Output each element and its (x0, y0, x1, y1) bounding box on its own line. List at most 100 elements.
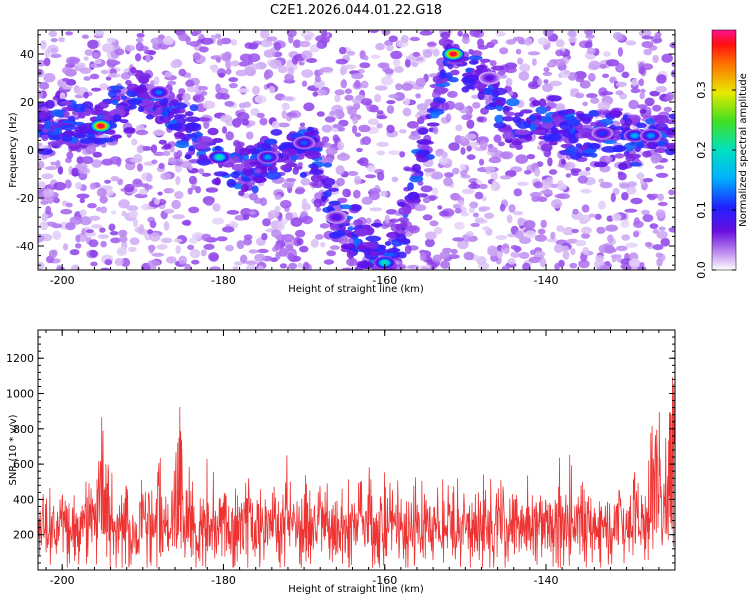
heat-cell (519, 63, 531, 73)
heat-cell (61, 77, 70, 82)
heat-cell (135, 53, 142, 62)
heat-cell (238, 61, 250, 67)
heat-cell (259, 197, 268, 206)
heat-cell (281, 218, 288, 225)
x-tick-label: -140 (534, 574, 559, 587)
heat-cell (506, 98, 520, 107)
heat-cell (524, 230, 537, 239)
heat-cell (104, 259, 113, 266)
heat-cell (546, 237, 558, 243)
heat-cell (578, 170, 591, 176)
heat-cell (439, 210, 450, 217)
heat-cell (296, 238, 304, 246)
heat-cell (260, 142, 271, 150)
heat-cell (469, 201, 479, 209)
heat-cell (604, 245, 616, 254)
heat-cell (75, 234, 81, 243)
heat-cell (586, 93, 598, 99)
heat-cell (128, 104, 137, 110)
heat-cell (651, 155, 660, 164)
heat-cell (637, 266, 647, 270)
heat-cell (160, 237, 173, 244)
heat-cell (397, 251, 407, 259)
heat-cell (408, 225, 420, 234)
heat-cell (504, 111, 515, 117)
heat-cell (461, 86, 470, 93)
heat-cell (420, 265, 428, 270)
heat-cell (588, 143, 601, 149)
heat-cell (602, 140, 618, 144)
heat-cell (79, 235, 86, 243)
heat-cell (135, 37, 144, 43)
heat-cell (665, 91, 675, 101)
heat-cell (625, 40, 637, 46)
heat-cell (205, 200, 214, 206)
heat-cell (645, 118, 656, 125)
heat-cell (444, 172, 454, 178)
heat-cell (524, 170, 532, 175)
heat-cell (346, 249, 355, 259)
heat-cell (424, 231, 437, 240)
x-tick-label: -180 (211, 274, 236, 287)
heat-cell (108, 223, 116, 232)
heat-cell (254, 168, 262, 174)
heat-cell (187, 244, 195, 250)
heat-cell (96, 187, 107, 197)
heat-cell (460, 212, 470, 217)
heat-cell (490, 39, 499, 45)
heat-cell (416, 139, 432, 145)
heat-cell (173, 238, 183, 243)
heat-cell (493, 134, 502, 143)
heat-cell (553, 59, 566, 67)
heat-cell (539, 189, 553, 195)
heat-cell (125, 44, 136, 52)
heat-cell (479, 140, 488, 150)
heat-cell (537, 228, 546, 235)
heat-cell (400, 35, 409, 43)
heat-cell (543, 30, 554, 37)
heat-cell (150, 37, 163, 45)
heat-cell (565, 109, 576, 114)
heat-hotspot (215, 154, 223, 160)
heat-cell (100, 267, 110, 270)
heat-cell (588, 60, 601, 70)
heat-cell (620, 220, 630, 228)
heat-cell (403, 97, 411, 106)
heat-cell (256, 112, 265, 119)
heat-cell (164, 71, 173, 78)
heat-cell (463, 251, 475, 261)
heat-cell (438, 72, 448, 80)
heat-cell (665, 128, 674, 136)
heat-cell (163, 143, 172, 150)
spectrogram-xlabel: Height of straight line (km) (288, 284, 424, 295)
heat-cell (352, 125, 358, 134)
heat-cell (652, 54, 659, 64)
heat-cell (117, 178, 124, 186)
heat-cell (448, 142, 460, 151)
heat-cell (329, 223, 340, 231)
heat-cell (287, 252, 294, 261)
heat-cell (178, 114, 187, 119)
heat-cell (347, 106, 357, 116)
heat-hotspot (332, 214, 340, 220)
heat-cell (495, 31, 506, 37)
heat-cell (87, 39, 99, 49)
heat-cell (199, 46, 209, 53)
heat-cell (494, 114, 505, 124)
heat-cell (132, 218, 139, 228)
heat-cell (309, 168, 324, 176)
heat-cell (286, 112, 298, 117)
heat-cell (643, 178, 653, 183)
heat-cell (412, 51, 420, 58)
heat-cell (240, 254, 248, 264)
heat-cell (318, 68, 324, 76)
heat-cell (668, 226, 675, 233)
heat-cell (94, 106, 104, 112)
heat-cell (575, 77, 585, 83)
heat-cell (500, 151, 514, 160)
heat-cell (299, 172, 308, 178)
y-tick-label: 40 (20, 48, 34, 61)
heat-cell (526, 154, 536, 160)
heat-cell (324, 189, 332, 198)
heat-cell (110, 237, 121, 244)
